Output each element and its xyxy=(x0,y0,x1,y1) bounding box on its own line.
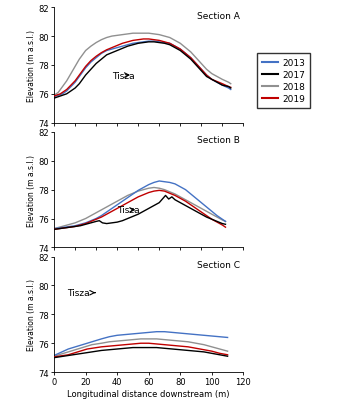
Text: Section B: Section B xyxy=(197,136,240,145)
Y-axis label: Elevation (m a.s.l.): Elevation (m a.s.l.) xyxy=(27,30,36,102)
Legend: 2013, 2017, 2018, 2019: 2013, 2017, 2018, 2019 xyxy=(257,54,310,108)
Text: Tisza: Tisza xyxy=(67,288,95,297)
Text: Tisza: Tisza xyxy=(117,206,140,215)
Text: Section C: Section C xyxy=(197,261,240,270)
Text: Section A: Section A xyxy=(197,11,240,20)
Text: Tisza: Tisza xyxy=(112,71,135,80)
Y-axis label: Elevation (m a.s.l.): Elevation (m a.s.l.) xyxy=(27,154,36,226)
X-axis label: Longitudinal distance downstream (m): Longitudinal distance downstream (m) xyxy=(68,389,230,398)
Y-axis label: Elevation (m a.s.l.): Elevation (m a.s.l.) xyxy=(27,279,36,351)
